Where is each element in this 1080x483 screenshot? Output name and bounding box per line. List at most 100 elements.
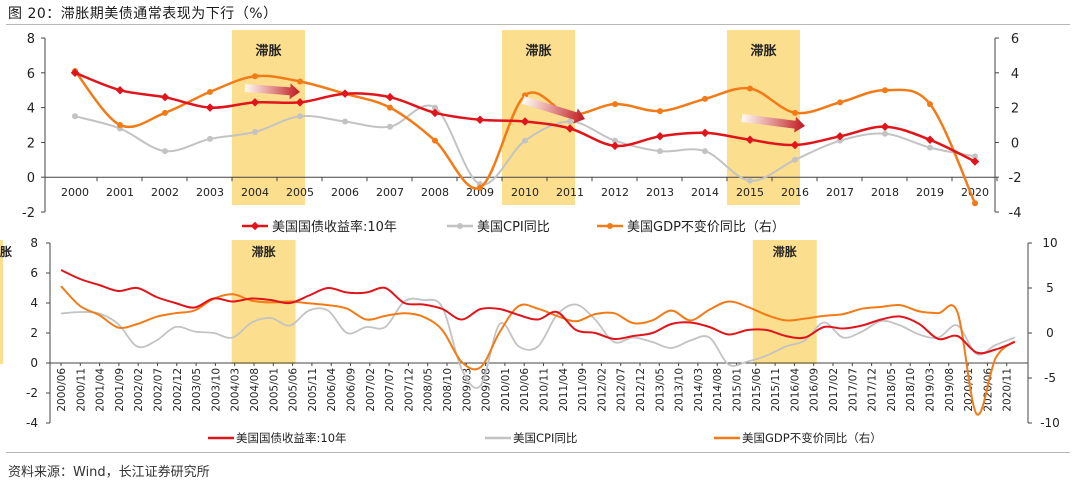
- legend-label: 美国CPI同比: [513, 431, 577, 445]
- data-point-gray: [432, 104, 438, 111]
- x-axis-tick-label: 2013: [646, 186, 674, 199]
- left-axis-tick-label: 4: [30, 296, 38, 310]
- x-axis-tick-label: 2008/05: [423, 368, 435, 412]
- x-axis-tick-label: 2017/07: [847, 368, 859, 412]
- legend-label: 美国GDP不变价同比（右）: [627, 219, 785, 235]
- legend-label: 美国CPI同比: [477, 220, 550, 235]
- data-point-orange: [162, 109, 168, 116]
- stagflation-band-label: 滞胀: [750, 43, 776, 59]
- legend-marker-gray: [457, 223, 463, 229]
- x-axis-tick-label: 2017: [826, 186, 854, 199]
- x-axis-tick-label: 2020/11: [1002, 368, 1014, 412]
- x-axis-tick-label: 2002/02: [133, 368, 145, 412]
- x-axis-tick-label: 2005: [286, 186, 314, 199]
- data-point-orange: [927, 101, 933, 108]
- x-axis-tick-label: 2018/05: [886, 368, 898, 412]
- data-point-red: [115, 85, 125, 95]
- x-axis-tick-label: 2005/01: [268, 368, 280, 412]
- x-axis-tick-label: 2001/09: [114, 368, 126, 412]
- data-point-gray: [567, 118, 573, 125]
- right-axis-tick-label: 6: [1011, 32, 1019, 47]
- source-note: 资料来源：Wind，长江证券研究所: [8, 465, 210, 480]
- right-axis-tick-label: -2: [1009, 171, 1022, 186]
- left-axis-tick-label: 8: [30, 236, 38, 250]
- x-axis-tick-label: 2004: [241, 186, 269, 199]
- stagflation-band: [502, 30, 575, 205]
- x-axis-tick-label: 2006: [331, 186, 359, 199]
- x-axis-tick-label: 2002/12: [172, 368, 184, 412]
- x-axis-tick-label: 2007/02: [365, 368, 377, 412]
- stagflation-band-label: 滞胀: [525, 43, 551, 59]
- x-axis-tick-label: 2019: [916, 186, 944, 199]
- x-axis-tick-label: 2004/08: [249, 368, 261, 412]
- x-axis-tick-label: 2003/10: [210, 368, 222, 412]
- stagflation-band: [0, 240, 3, 364]
- x-axis-tick-label: 2005/11: [307, 368, 319, 412]
- x-axis-tick-label: 2004/03: [230, 368, 242, 412]
- x-axis-tick-label: 2001: [106, 186, 134, 199]
- x-axis-tick-label: 2019/08: [944, 368, 956, 412]
- right-axis-tick-label: 0: [1046, 326, 1054, 340]
- data-point-orange: [387, 104, 393, 111]
- data-point-gray: [927, 144, 933, 151]
- x-axis-tick-label: 2003: [196, 186, 224, 199]
- x-axis-tick-label: 2014/08: [712, 368, 724, 412]
- data-point-orange: [432, 137, 438, 144]
- x-axis-tick-label: 2006/04: [326, 368, 338, 412]
- x-axis-tick-label: 2000: [61, 186, 89, 199]
- x-axis-tick-label: 2006/09: [346, 368, 358, 412]
- legend-marker-orange: [607, 223, 613, 229]
- x-axis-tick-label: 2002/07: [153, 368, 165, 412]
- trend-arrow-shape: [521, 96, 586, 124]
- series-line-red: [60, 269, 1016, 355]
- series-line-orange: [60, 285, 1016, 416]
- stagflation-band-label: 滞胀: [252, 244, 276, 259]
- x-axis-tick-label: 2017/02: [828, 368, 840, 412]
- left-axis-tick-label: 2: [30, 326, 38, 340]
- x-axis-tick-label: 2015/11: [770, 368, 782, 412]
- x-axis-tick-label: 2009: [466, 186, 494, 199]
- right-axis-tick-label: 2: [1011, 102, 1019, 117]
- data-point-gray: [162, 148, 168, 155]
- x-axis-tick-label: 2010: [511, 186, 539, 199]
- x-axis-tick-label: 2014/03: [693, 368, 705, 412]
- trend-arrow-shape: [244, 83, 300, 100]
- left-axis-tick-label: 2: [27, 136, 35, 151]
- left-axis-tick-label: 6: [27, 67, 35, 82]
- data-point-orange: [297, 78, 303, 85]
- data-point-gray: [612, 137, 618, 144]
- data-point-orange: [882, 87, 888, 94]
- x-axis-tick-label: 2007/12: [403, 368, 415, 412]
- data-point-orange: [702, 95, 708, 102]
- trend-arrow: [521, 96, 586, 124]
- x-axis-tick-label: 2012/12: [635, 368, 647, 412]
- data-point-gray: [342, 118, 348, 125]
- x-axis-tick-label: 2001/04: [95, 368, 107, 412]
- x-axis-tick-label: 2012/02: [596, 368, 608, 412]
- stagflation-band-label: 滞胀: [773, 244, 797, 259]
- legend-label: 美国国债收益率:10年: [236, 431, 347, 445]
- data-point-red: [250, 98, 260, 107]
- x-axis-tick-label: 2009/03: [461, 368, 473, 412]
- data-point-orange: [837, 99, 843, 106]
- data-point-gray: [522, 137, 528, 144]
- data-point-red: [160, 92, 170, 102]
- x-axis-tick-label: 2017/12: [867, 368, 879, 412]
- x-axis-tick-label: 2018/10: [905, 368, 917, 412]
- right-axis-tick-label: 10: [1042, 236, 1057, 250]
- left-axis-tick-label: 0: [30, 356, 38, 370]
- x-axis-tick-label: 2010/01: [500, 368, 512, 412]
- x-axis-tick-label: 2009/08: [481, 368, 493, 412]
- data-point-gray: [252, 128, 258, 135]
- stagflation-band: [752, 240, 817, 364]
- stagflation-band-label: 滞胀: [255, 43, 281, 59]
- left-axis-tick-label: 4: [27, 102, 35, 117]
- x-axis-tick-label: 2002: [151, 186, 179, 199]
- right-axis-tick-label: -5: [1044, 371, 1056, 385]
- left-axis-tick-label: -2: [22, 206, 35, 221]
- data-point-red: [475, 115, 485, 125]
- x-axis-tick-label: 2007/07: [384, 368, 396, 412]
- x-axis-tick-label: 2008/10: [442, 368, 454, 412]
- legend-label: 美国国债收益率:10年: [272, 219, 397, 235]
- x-axis-tick-label: 2013/05: [654, 368, 666, 412]
